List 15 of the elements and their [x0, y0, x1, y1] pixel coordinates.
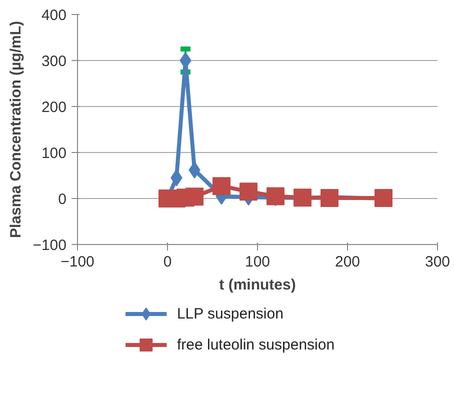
y-tick-label: −100 — [32, 237, 67, 254]
y-tick-label: 400 — [41, 7, 67, 24]
y-tick-label: 100 — [41, 145, 67, 162]
legend-label: free luteolin suspension — [176, 336, 335, 354]
x-tick-label: 100 — [244, 254, 270, 270]
x-tick-label: −100 — [60, 254, 94, 270]
y-tick-label: 200 — [41, 99, 67, 116]
y-tick-label: 0 — [58, 191, 66, 208]
x-tick-label: 200 — [334, 254, 360, 270]
x-tick-label: 300 — [424, 254, 450, 270]
x-axis-title: t (minutes) — [219, 276, 296, 294]
y-axis-title: Plasma Concentration (µg/mL) — [8, 20, 24, 238]
legend-label: LLP suspension — [176, 306, 284, 322]
y-tick-label: 300 — [41, 53, 67, 70]
x-tick-label: 0 — [163, 254, 172, 270]
